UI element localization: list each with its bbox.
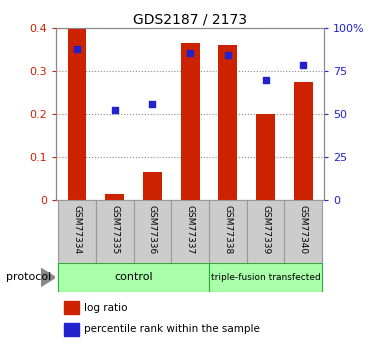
Bar bbox=[105, 195, 124, 200]
Text: triple-fusion transfected: triple-fusion transfected bbox=[211, 273, 320, 282]
Point bbox=[187, 51, 193, 56]
Text: GSM77340: GSM77340 bbox=[299, 205, 308, 254]
Text: protocol: protocol bbox=[6, 272, 51, 282]
Bar bbox=[143, 172, 162, 200]
Bar bbox=[64, 301, 79, 314]
Bar bbox=[58, 200, 96, 264]
Point bbox=[74, 47, 80, 52]
Polygon shape bbox=[41, 268, 55, 287]
Point bbox=[149, 101, 156, 106]
Point bbox=[300, 62, 307, 68]
Text: GSM77339: GSM77339 bbox=[261, 205, 270, 255]
Bar bbox=[181, 43, 199, 200]
Text: GSM77336: GSM77336 bbox=[148, 205, 157, 255]
Point bbox=[262, 78, 268, 83]
Bar bbox=[209, 200, 247, 264]
Title: GDS2187 / 2173: GDS2187 / 2173 bbox=[133, 12, 247, 27]
Bar bbox=[284, 200, 322, 264]
Bar bbox=[58, 263, 209, 292]
Bar bbox=[64, 323, 79, 336]
Bar bbox=[171, 200, 209, 264]
Bar bbox=[96, 200, 133, 264]
Text: log ratio: log ratio bbox=[84, 303, 128, 313]
Text: GSM77337: GSM77337 bbox=[185, 205, 195, 255]
Text: GSM77338: GSM77338 bbox=[223, 205, 232, 255]
Point bbox=[225, 52, 231, 58]
Bar bbox=[209, 263, 322, 292]
Text: GSM77334: GSM77334 bbox=[73, 205, 81, 254]
Bar bbox=[247, 200, 284, 264]
Text: control: control bbox=[114, 273, 153, 282]
Point bbox=[112, 108, 118, 113]
Text: percentile rank within the sample: percentile rank within the sample bbox=[84, 324, 260, 334]
Text: GSM77335: GSM77335 bbox=[110, 205, 119, 255]
Bar bbox=[133, 200, 171, 264]
Bar bbox=[294, 81, 313, 200]
Bar bbox=[68, 28, 87, 200]
Bar bbox=[218, 45, 237, 200]
Bar bbox=[256, 114, 275, 200]
